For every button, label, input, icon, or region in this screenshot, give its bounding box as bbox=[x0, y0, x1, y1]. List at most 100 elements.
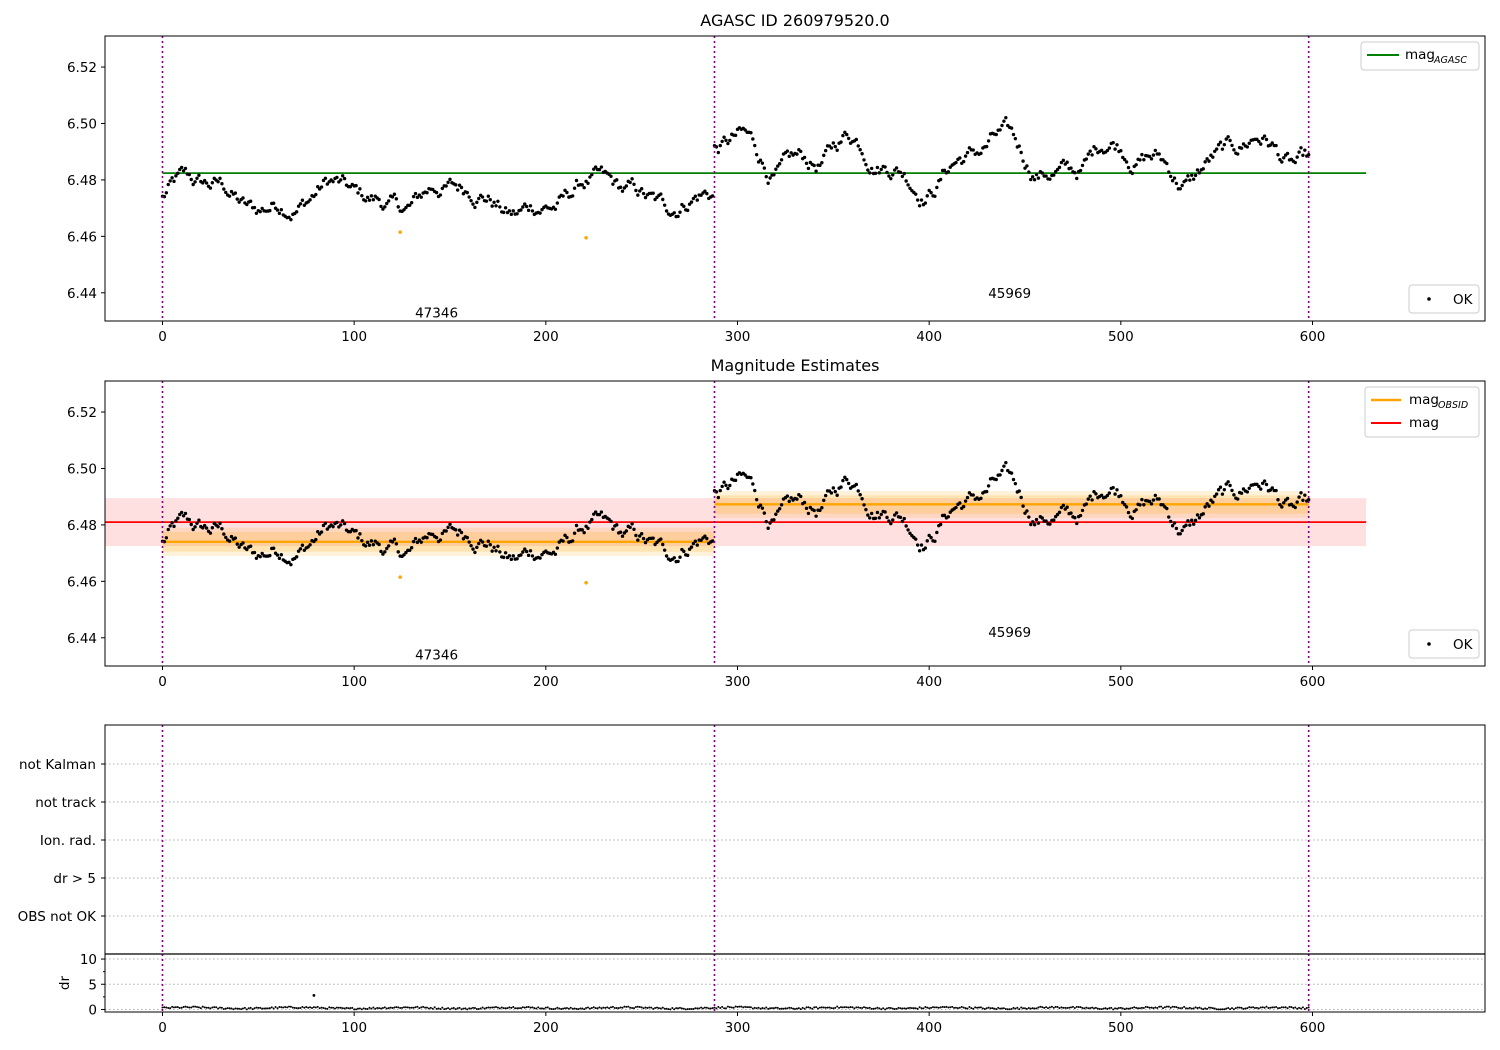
x-tick-label: 0 bbox=[158, 674, 167, 690]
data-point bbox=[390, 195, 395, 199]
data-point bbox=[369, 539, 374, 543]
data-point bbox=[586, 181, 590, 185]
data-point bbox=[1048, 522, 1052, 526]
dr-point bbox=[1275, 1006, 1278, 1009]
dr-point bbox=[748, 1006, 750, 1009]
dr-point bbox=[1290, 1006, 1293, 1009]
data-point bbox=[1224, 482, 1228, 486]
data-point bbox=[170, 176, 174, 180]
data-point bbox=[994, 477, 998, 482]
data-point bbox=[858, 493, 862, 497]
y-tick-label: 6.46 bbox=[67, 229, 97, 245]
data-point bbox=[1157, 497, 1161, 501]
dr-point bbox=[414, 1006, 417, 1009]
data-point bbox=[764, 519, 768, 524]
dr-point bbox=[682, 1007, 685, 1010]
dr-point bbox=[956, 1007, 959, 1010]
dr-point bbox=[493, 1006, 496, 1009]
data-point bbox=[1274, 143, 1278, 148]
dr-point bbox=[675, 1007, 678, 1010]
data-point bbox=[885, 515, 889, 520]
obsid-annotation: 45969 bbox=[988, 625, 1031, 641]
dr-point bbox=[196, 1006, 198, 1009]
data-point bbox=[404, 205, 408, 210]
data-point bbox=[1151, 153, 1156, 157]
data-point bbox=[1017, 489, 1021, 493]
dr-point bbox=[1198, 1006, 1201, 1009]
dr-point bbox=[774, 1006, 777, 1009]
dr-point bbox=[987, 1006, 990, 1009]
data-point bbox=[879, 167, 883, 172]
dr-point bbox=[575, 1007, 578, 1010]
outlier-point bbox=[584, 235, 588, 240]
data-point bbox=[1174, 181, 1179, 186]
dr-point bbox=[197, 1006, 200, 1009]
data-point bbox=[1180, 528, 1184, 533]
dr-point bbox=[1037, 1006, 1040, 1009]
dr-point bbox=[943, 1006, 946, 1009]
data-point bbox=[183, 511, 188, 516]
data-point bbox=[1303, 493, 1307, 497]
data-point bbox=[413, 191, 418, 196]
dr-point bbox=[1083, 1007, 1086, 1010]
obsid-annotation: 47346 bbox=[415, 306, 458, 322]
dr-point bbox=[866, 1007, 869, 1010]
dr-point bbox=[636, 1005, 639, 1008]
data-point bbox=[434, 535, 439, 540]
dr-point bbox=[510, 1006, 513, 1009]
obsid-annotation: 47346 bbox=[415, 648, 458, 664]
data-point bbox=[1138, 158, 1142, 162]
data-point bbox=[179, 510, 184, 515]
data-point bbox=[237, 200, 241, 204]
dr-point bbox=[213, 1006, 216, 1009]
data-point bbox=[1124, 160, 1129, 164]
dr-point bbox=[657, 1007, 660, 1010]
dr-point bbox=[680, 1007, 683, 1010]
data-point bbox=[1052, 518, 1056, 522]
dr-point bbox=[991, 1007, 994, 1010]
data-point bbox=[1086, 152, 1090, 156]
dr-point bbox=[253, 1007, 256, 1010]
data-point bbox=[323, 176, 328, 181]
data-point bbox=[187, 172, 192, 177]
data-point bbox=[914, 192, 918, 196]
data-point bbox=[218, 521, 222, 526]
data-point bbox=[561, 194, 565, 198]
data-point bbox=[193, 180, 197, 184]
data-point bbox=[593, 510, 598, 514]
x-tick-label: 400 bbox=[916, 1020, 942, 1036]
dr-point bbox=[535, 1007, 538, 1010]
dr-point bbox=[966, 1007, 969, 1010]
legend-ok-label: OK bbox=[1453, 292, 1474, 308]
data-point bbox=[593, 165, 598, 169]
data-point bbox=[766, 526, 770, 530]
data-point bbox=[946, 515, 951, 519]
dr-point bbox=[1163, 1006, 1166, 1009]
data-point bbox=[356, 536, 360, 540]
dr-point bbox=[1125, 1007, 1128, 1010]
data-point bbox=[1186, 519, 1190, 523]
data-point bbox=[774, 512, 778, 516]
data-point bbox=[1011, 132, 1016, 137]
data-point bbox=[925, 194, 929, 198]
data-point bbox=[1119, 494, 1123, 498]
data-point bbox=[875, 510, 880, 515]
dr-point bbox=[291, 1006, 294, 1009]
dr-point bbox=[236, 1007, 239, 1010]
data-point bbox=[662, 203, 667, 207]
dr-point bbox=[669, 1008, 672, 1011]
dr-point bbox=[759, 1007, 762, 1010]
data-point bbox=[695, 198, 699, 202]
dr-point bbox=[450, 1007, 453, 1010]
dr-point bbox=[581, 1007, 584, 1010]
dr-point bbox=[435, 1007, 438, 1010]
data-point bbox=[409, 200, 414, 205]
dr-point bbox=[209, 1007, 212, 1010]
data-point bbox=[898, 170, 903, 175]
data-point bbox=[887, 174, 891, 178]
legend-box bbox=[1360, 41, 1480, 71]
data-point bbox=[1142, 158, 1146, 162]
data-point bbox=[1213, 149, 1217, 153]
data-point bbox=[691, 541, 696, 546]
dr-point bbox=[295, 1007, 298, 1010]
